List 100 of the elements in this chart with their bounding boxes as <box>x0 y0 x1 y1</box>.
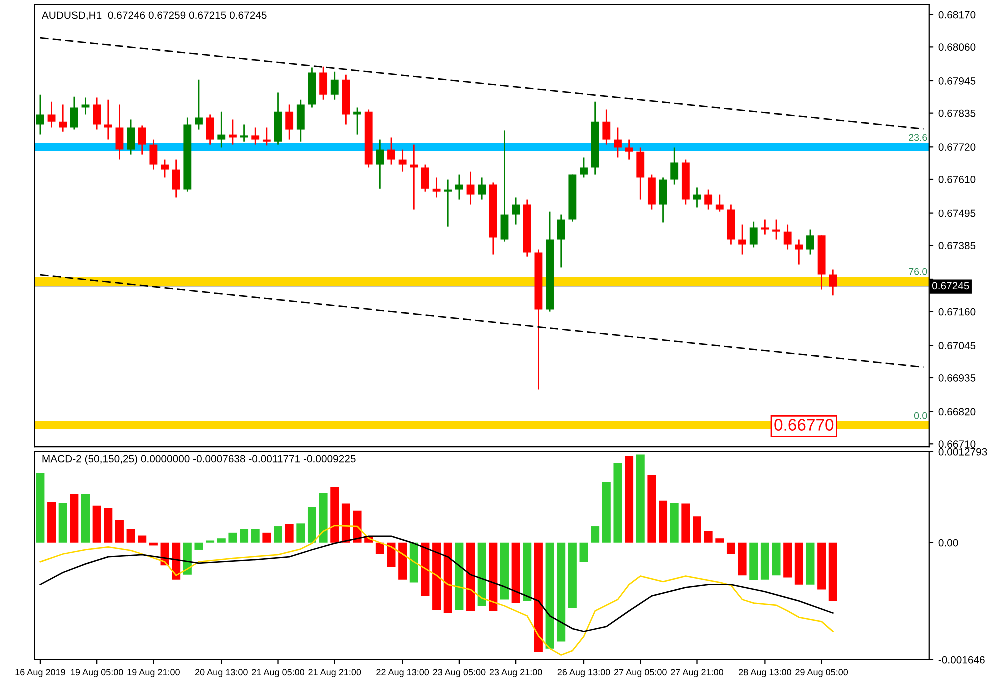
bar <box>726 542 736 554</box>
candlestick <box>772 219 780 240</box>
candlestick <box>262 127 271 146</box>
ref-line-label: 0.67245 <box>932 282 970 290</box>
candlestick <box>693 187 702 208</box>
bar <box>183 542 192 575</box>
candlestick <box>738 224 747 256</box>
line-series <box>40 536 834 632</box>
candlestick <box>195 79 203 130</box>
bar <box>670 503 679 543</box>
bar <box>602 482 611 543</box>
y-tick-label: 0.67495 <box>938 210 976 218</box>
candlestick <box>716 194 724 213</box>
x-tick-label: 20 Aug 13:00 <box>195 669 248 678</box>
candlestick <box>354 107 362 136</box>
candlestick <box>444 179 452 228</box>
bar <box>636 454 645 543</box>
bar <box>704 531 713 543</box>
y-tick-label: 0.00 <box>938 539 958 547</box>
candlestick <box>466 171 475 206</box>
bar <box>682 504 690 543</box>
y-tick-label: 0.66710 <box>938 440 976 448</box>
bar <box>760 542 770 580</box>
bar <box>625 456 634 543</box>
candlestick <box>625 139 634 160</box>
bar <box>342 504 350 543</box>
candlestick <box>795 239 804 266</box>
bar <box>432 542 442 610</box>
bar <box>500 542 509 600</box>
bar <box>251 529 260 543</box>
y-tick-label: 0.67045 <box>938 342 976 350</box>
bar <box>48 502 56 543</box>
bar <box>794 542 804 585</box>
candlestick <box>580 157 588 178</box>
candlestick <box>557 214 566 268</box>
candlestick <box>704 189 713 210</box>
text: AUDUSD,H1 0.67246 0.67259 0.67215 0.67245 <box>42 12 267 20</box>
candlestick <box>422 164 430 193</box>
candlestick <box>93 97 102 130</box>
y-tick-label: 0.68060 <box>938 44 976 52</box>
bar <box>410 542 418 583</box>
x-tick-label: 21 Aug 05:00 <box>252 669 305 678</box>
x-tick-label: 23 Aug 05:00 <box>433 669 486 678</box>
candlestick <box>252 127 260 146</box>
y-tick-label: 0.67610 <box>938 176 976 184</box>
bar <box>104 508 113 543</box>
bar <box>274 526 283 543</box>
bar <box>455 542 464 610</box>
candlestick <box>478 177 486 200</box>
bar <box>70 494 79 543</box>
bar <box>546 542 554 649</box>
candlestick <box>286 104 294 140</box>
bar <box>818 542 826 590</box>
bar <box>58 503 68 543</box>
bar <box>194 542 204 550</box>
bar <box>82 494 90 543</box>
bar <box>138 536 147 543</box>
y-tick-label: 0.67385 <box>938 242 976 250</box>
bar <box>568 542 577 608</box>
bar <box>806 542 815 585</box>
x-tick-label: 26 Aug 13:00 <box>558 669 610 678</box>
bar <box>285 524 294 543</box>
y-tick-label: 0.67160 <box>938 308 976 316</box>
candlestick <box>376 139 384 190</box>
y-tick-label: 0.67720 <box>938 144 976 152</box>
candlestick <box>784 224 792 250</box>
bar <box>296 524 306 543</box>
bar <box>217 538 226 543</box>
bar <box>693 516 702 543</box>
candlestick <box>161 159 169 178</box>
y-tick-label: 0.66820 <box>938 408 976 416</box>
candlestick <box>138 124 146 156</box>
bar <box>115 520 124 543</box>
bar <box>489 542 498 612</box>
y-tick-label: -0.001646 <box>938 656 985 664</box>
bar <box>466 542 476 612</box>
bar <box>36 473 45 543</box>
bar <box>444 542 452 614</box>
line-series <box>40 525 834 656</box>
candlestick <box>70 96 78 130</box>
x-tick-label: 27 Aug 05:00 <box>614 669 667 678</box>
bar <box>126 529 136 543</box>
candlestick <box>806 229 814 256</box>
x-tick-label: 16 Aug 2019 <box>16 669 66 678</box>
candlestick <box>172 159 180 198</box>
candlestick <box>59 104 68 133</box>
x-tick-label: 27 Aug 21:00 <box>671 669 724 678</box>
bar <box>557 542 566 642</box>
annotation: 0.66770 <box>774 419 834 431</box>
y-tick-label: 0.67835 <box>938 110 976 118</box>
bar <box>512 542 520 604</box>
y-tick-label: 0.68170 <box>938 11 976 19</box>
candlestick <box>240 124 248 143</box>
candlestick <box>761 219 770 236</box>
candlestick <box>432 177 441 198</box>
candlestick <box>455 174 464 200</box>
x-tick-label: 28 Aug 13:00 <box>739 669 792 678</box>
bar <box>240 529 249 543</box>
bar <box>716 538 724 543</box>
bar <box>738 542 747 576</box>
